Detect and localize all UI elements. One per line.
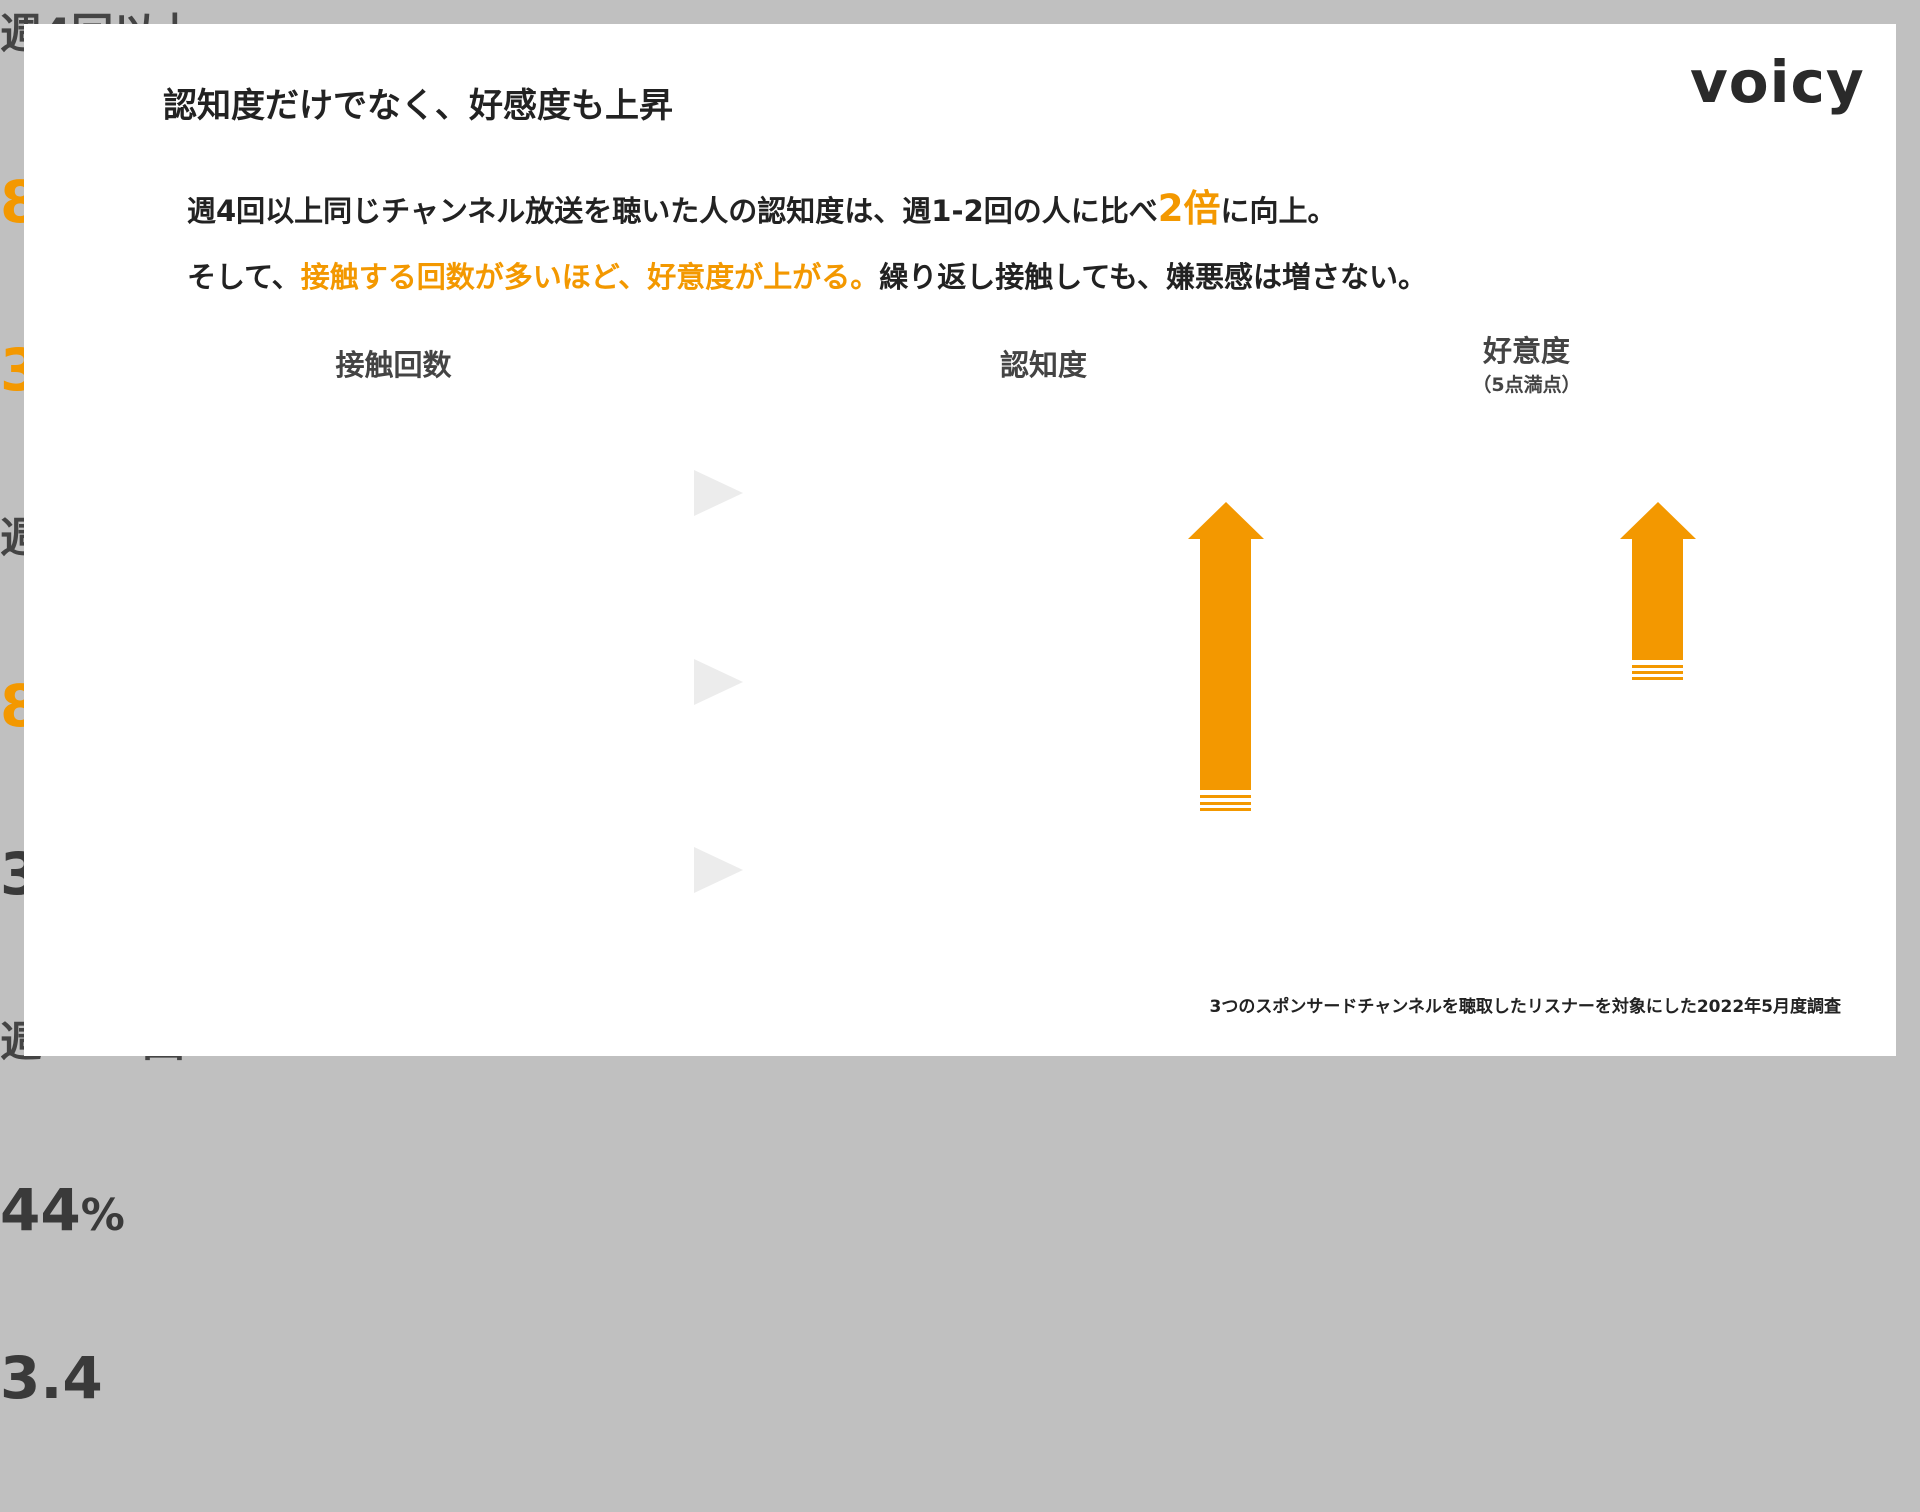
arrow <box>1620 502 1696 660</box>
arrow <box>1188 502 1264 790</box>
decorations <box>694 470 1696 893</box>
lead-segment: 接触する回数が多いほど、好意度が上がる。 <box>300 260 880 294</box>
arrow-awareness <box>1188 502 1264 811</box>
table-cell: 3.4 <box>0 1344 449 1512</box>
arrow-stripe <box>1632 671 1683 674</box>
lead-segment: に向上。 <box>1220 194 1337 228</box>
arrow-stripe <box>1200 795 1251 798</box>
lead-segment: 繰り返し接触しても、嫌悪感は増さない。 <box>879 260 1428 294</box>
favorability-value: 3.4 <box>0 1344 103 1412</box>
lead-line: 週4回以上同じチャンネル放送を聴いた人の認知度は、週1-2回の人に比べ2倍に向上… <box>187 178 1336 232</box>
lead-segment: そして、 <box>187 260 301 294</box>
awareness-value: 44% <box>0 1176 125 1244</box>
slide-title: 認知度だけでなく、好感度も上昇 <box>163 86 673 126</box>
arrow-stripe <box>1632 665 1683 668</box>
footnote: 3つのスポンサードチャンネルを聴取したリスナーを対象にした2022年5月度調査 <box>1209 997 1841 1017</box>
triangle <box>694 470 743 516</box>
value-number: 44 <box>0 1176 81 1244</box>
lead-segment: 2倍 <box>1157 187 1221 230</box>
arrow-stripe <box>1632 677 1683 680</box>
column-note: （5点満点） <box>1472 374 1581 396</box>
column-header: 認知度 <box>999 348 1087 382</box>
logo: voicy <box>1690 48 1865 116</box>
column-header: 接触回数 <box>335 348 452 382</box>
triangle <box>694 847 743 893</box>
value-unit: % <box>80 1190 125 1241</box>
table-cell: 44% <box>0 1176 449 1344</box>
page: 認知度だけでなく、好感度も上昇 voicy 週4回以上同じチャンネル放送を聴いた… <box>0 9 1896 1412</box>
row-triangles <box>694 470 743 893</box>
arrow-stripe <box>1200 808 1251 811</box>
lead-line: そして、接触する回数が多いほど、好意度が上がる。繰り返し接触しても、嫌悪感は増さ… <box>187 254 1427 296</box>
slide <box>24 24 1896 1056</box>
arrow-favorability <box>1620 502 1696 680</box>
lead-segment: 週4回以上同じチャンネル放送を聴いた人の認知度は、週1-2回の人に比べ <box>187 194 1158 228</box>
column-header: 好意度 <box>1482 334 1570 368</box>
arrow-stripe <box>1200 802 1251 805</box>
triangle <box>694 659 743 705</box>
